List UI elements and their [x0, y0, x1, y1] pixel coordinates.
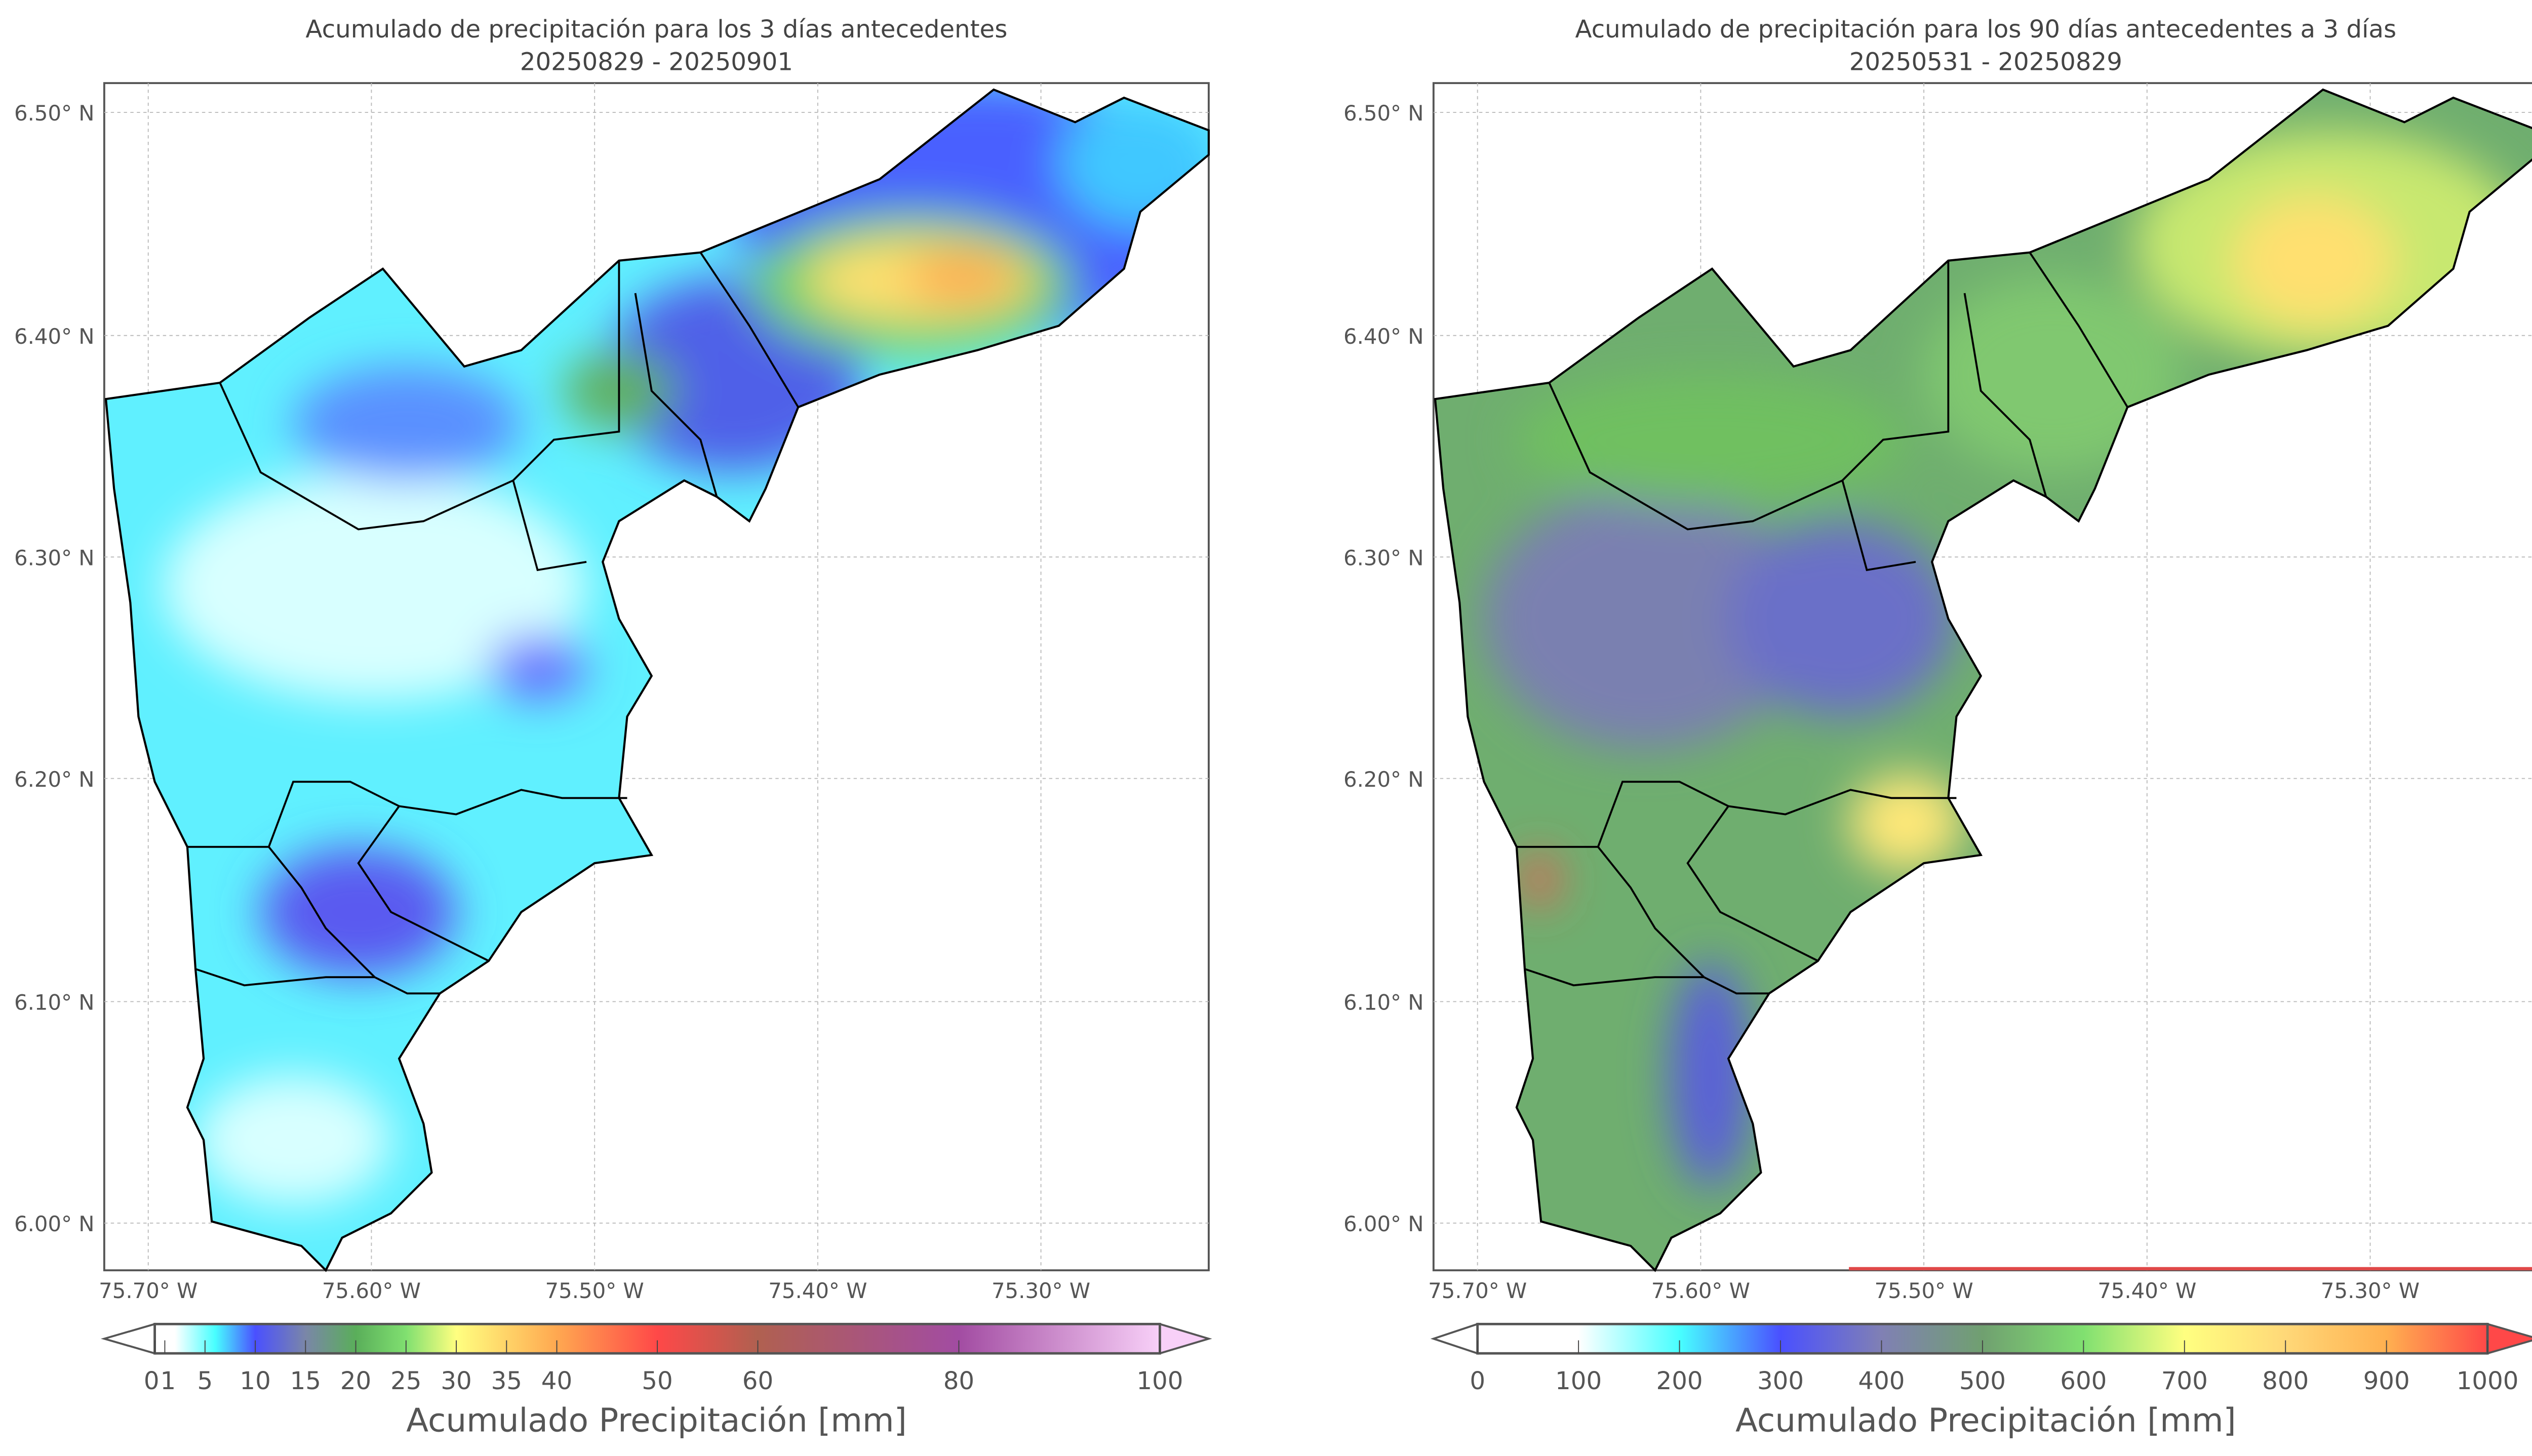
y-tick-label: 6.50° N: [14, 101, 95, 126]
colorbar-tick-label: 15: [290, 1367, 321, 1395]
left-subtitle: 20250829 - 20250901: [520, 48, 793, 76]
y-tick-label: 6.40° N: [1343, 324, 1424, 349]
x-tick-label: 75.70° W: [99, 1278, 197, 1303]
colorbar-tick-label: 300: [1757, 1367, 1804, 1395]
colorbar-tick-label: 5: [197, 1367, 213, 1395]
left-panel: Acumulado de precipitación para los 3 dí…: [14, 15, 1212, 1440]
colorbar-tick-label: 800: [2262, 1367, 2309, 1395]
colorbar-tick-label: 20: [340, 1367, 371, 1395]
colorbar-tick-label: 10: [240, 1367, 270, 1395]
y-tick-label: 6.20° N: [14, 767, 95, 792]
y-tick-label: 6.00° N: [14, 1211, 95, 1236]
left-colorbar-label: Acumulado Precipitación [mm]: [406, 1402, 907, 1440]
colorbar-tick-label: 25: [390, 1367, 421, 1395]
colorbar-over-extend: [1159, 1322, 1212, 1355]
left-colorbar: 0 1 5 10 15 20 25 30 35 40 50 60 80 100: [100, 1322, 1212, 1395]
colorbar-tick-label: 1: [161, 1367, 176, 1395]
x-tick-label: 75.60° W: [322, 1278, 421, 1303]
colorbar-under-extend: [1430, 1322, 1479, 1355]
x-tick-label: 75.50° W: [1874, 1278, 1973, 1303]
y-tick-label: 6.10° N: [14, 990, 95, 1015]
colorbar-tick-label: 0: [144, 1367, 160, 1395]
right-title: Acumulado de precipitación para los 90 d…: [1575, 15, 2397, 44]
colorbar-tick-label: 600: [2060, 1367, 2107, 1395]
x-tick-label: 75.50° W: [545, 1278, 644, 1303]
colorbar-tick-label: 500: [1959, 1367, 2006, 1395]
y-tick-label: 6.10° N: [1343, 990, 1424, 1015]
left-title: Acumulado de precipitación para los 3 dí…: [305, 15, 1007, 44]
colorbar-tick-label: 100: [1555, 1367, 1602, 1395]
right-panel: Acumulado de precipitación para los 90 d…: [1343, 15, 2532, 1440]
colorbar-tick-label: 700: [2161, 1367, 2208, 1395]
colorbar-tick-label: 900: [2363, 1367, 2410, 1395]
colorbar-tick-label: 35: [491, 1367, 522, 1395]
colorbar-tick-label: 1000: [2457, 1367, 2519, 1395]
left-x-tick-labels: 75.70° W 75.60° W 75.50° W 75.40° W 75.30° W: [99, 1278, 1090, 1303]
colorbar-tick-label: 0: [1470, 1367, 1485, 1395]
x-tick-label: 75.30° W: [2321, 1278, 2420, 1303]
y-tick-label: 6.20° N: [1343, 767, 1424, 792]
x-tick-label: 75.40° W: [2098, 1278, 2196, 1303]
y-tick-label: 6.40° N: [14, 324, 95, 349]
left-y-tick-labels: 6.50° N 6.40° N 6.30° N 6.20° N 6.10° N 6.00°…: [14, 101, 95, 1236]
x-tick-label: 75.70° W: [1428, 1278, 1527, 1303]
y-tick-label: 6.00° N: [1343, 1211, 1424, 1236]
colorbar-over-extend: [2486, 1322, 2532, 1355]
y-tick-label: 6.50° N: [1343, 101, 1424, 126]
x-tick-label: 75.30° W: [992, 1278, 1090, 1303]
y-tick-label: 6.30° N: [1343, 545, 1424, 570]
colorbar-tick-label: 60: [742, 1367, 773, 1395]
right-colorbar-label: Acumulado Precipitación [mm]: [1735, 1402, 2236, 1440]
colorbar-tick-label: 100: [1136, 1367, 1183, 1395]
colorbar-tick-label: 80: [943, 1367, 974, 1395]
colorbar-tick-label: 30: [441, 1367, 471, 1395]
colorbar-tick-label: 200: [1656, 1367, 1703, 1395]
right-y-tick-labels: 6.50° N 6.40° N 6.30° N 6.20° N 6.10° N 6.00°…: [1343, 101, 1424, 1236]
x-tick-label: 75.40° W: [768, 1278, 867, 1303]
colorbar-tick-label: 40: [541, 1367, 572, 1395]
y-tick-label: 6.30° N: [14, 545, 95, 570]
right-colorbar: 0 100 200 300 400 500 600 700 800 900 1000: [1430, 1322, 2532, 1395]
colorbar-tick-label: 400: [1858, 1367, 1905, 1395]
right-x-tick-labels: 75.70° W 75.60° W 75.50° W 75.40° W 75.30° W: [1428, 1278, 2420, 1303]
colorbar-tick-label: 50: [642, 1367, 672, 1395]
right-subtitle: 20250531 - 20250829: [1849, 48, 2122, 76]
x-tick-label: 75.60° W: [1651, 1278, 1750, 1303]
colorbar-under-extend: [100, 1322, 156, 1355]
